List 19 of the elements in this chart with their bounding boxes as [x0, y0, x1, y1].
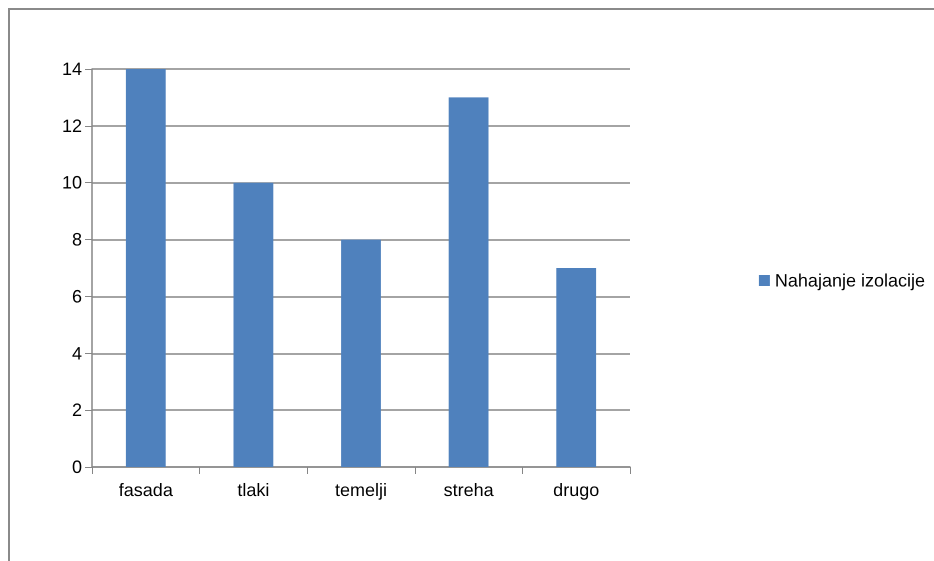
- y-tick-label: 4: [72, 343, 82, 364]
- y-tick-label: 0: [72, 457, 82, 477]
- y-tick-label: 12: [62, 116, 82, 136]
- x-tick-label: tlaki: [237, 480, 270, 500]
- bar: [126, 69, 166, 467]
- bar: [448, 97, 489, 467]
- x-tick-label: fasada: [118, 480, 174, 500]
- y-tick-label: 14: [62, 59, 82, 79]
- x-tick-label: drugo: [553, 480, 600, 500]
- y-tick-label: 6: [72, 286, 82, 306]
- x-tick-label: temelji: [334, 480, 388, 500]
- bar: [341, 240, 381, 467]
- y-tick-label: 2: [72, 400, 82, 420]
- legend-label: Nahajanje izolacije: [774, 270, 926, 290]
- y-tick-label: 10: [62, 172, 82, 193]
- bar: [233, 182, 274, 467]
- bar: [556, 268, 596, 467]
- x-tick-label: streha: [444, 480, 495, 500]
- y-tick-label: 8: [72, 230, 82, 250]
